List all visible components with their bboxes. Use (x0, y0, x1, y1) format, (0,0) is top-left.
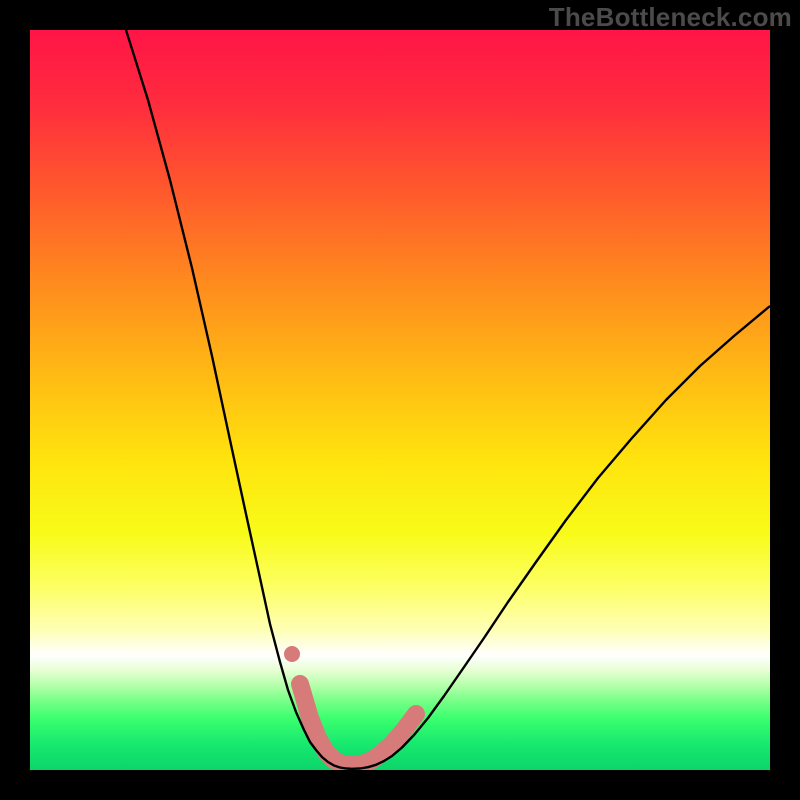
highlight-segment (300, 684, 342, 764)
highlight-dot (284, 646, 300, 662)
highlight-segment (342, 714, 416, 765)
watermark-text: TheBottleneck.com (549, 2, 792, 33)
chart-canvas: TheBottleneck.com (0, 0, 800, 800)
curve-layer (30, 30, 770, 770)
plot-area (30, 30, 770, 770)
bottleneck-curve (126, 30, 770, 769)
